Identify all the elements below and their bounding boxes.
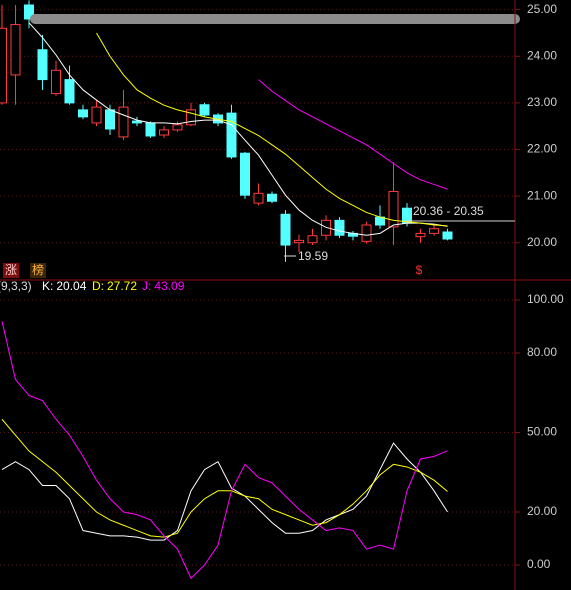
- line: [28, 22, 448, 236]
- y-tick-label: 25.00: [527, 2, 557, 16]
- candle-body: [118, 106, 129, 138]
- line: [258, 79, 448, 190]
- y-tick-label: 22.00: [527, 142, 557, 156]
- legend-entry: K: 20.04: [42, 279, 87, 293]
- badge-box[interactable]: [3, 263, 19, 278]
- legend-value: 20.04: [56, 279, 86, 293]
- price-annotation: 20.36 - 20.35: [413, 204, 484, 218]
- y-tick-label: 100.00: [527, 292, 564, 306]
- candle-body: [159, 129, 169, 136]
- y-tick-label: 20.00: [527, 235, 557, 249]
- legend-name: J:: [142, 279, 151, 293]
- y-tick-label: 50.00: [527, 425, 557, 439]
- candle-body: [78, 109, 88, 118]
- legend-value: 27.72: [107, 279, 137, 293]
- y-tick-label: 0.00: [527, 557, 551, 571]
- candle-body: [37, 49, 48, 81]
- candle-body: [172, 124, 183, 131]
- candle-body: [361, 224, 372, 242]
- y-tick-label: 20.00: [527, 504, 557, 518]
- candle-body: [186, 109, 196, 126]
- candle-body: [240, 152, 250, 196]
- badge[interactable]: 榜: [32, 262, 44, 277]
- candle-body: [145, 122, 156, 137]
- price-panel: [0, 0, 515, 262]
- legend-name: K:: [42, 279, 53, 293]
- candle-body: [294, 239, 304, 244]
- candle-body: [199, 104, 210, 116]
- candle-body: [105, 109, 115, 130]
- candle-body: [64, 79, 75, 104]
- candle-body: [0, 27, 7, 104]
- line: [1, 418, 448, 538]
- candle-body: [415, 232, 426, 238]
- candle-body: [442, 231, 453, 240]
- badge-box[interactable]: [30, 263, 46, 278]
- candle-body: [10, 24, 21, 76]
- y-tick-label: 21.00: [527, 188, 557, 202]
- candle-body: [307, 235, 318, 244]
- candle-body: [51, 69, 61, 95]
- candle-body: [334, 219, 345, 236]
- indicator-params: (9,3,3): [0, 279, 32, 293]
- y-tick-label: 24.00: [527, 48, 557, 62]
- candle-body: [226, 112, 237, 158]
- legend-entry: D: 27.72: [92, 279, 137, 293]
- legend-name: D:: [92, 279, 104, 293]
- candle-body: [253, 192, 264, 204]
- signal: $: [416, 263, 423, 277]
- candle-body: [280, 213, 291, 246]
- line: [96, 32, 448, 227]
- candle-body: [24, 4, 34, 20]
- low-annotation: 19.59: [298, 249, 328, 263]
- candle-body: [132, 120, 142, 124]
- candle-body: [429, 228, 439, 234]
- y-tick-label: 23.00: [527, 95, 557, 109]
- badge[interactable]: 涨: [5, 262, 17, 277]
- candle-body: [267, 193, 277, 202]
- legend-entry: J: 43.09: [142, 279, 185, 293]
- candle-body: [91, 106, 102, 124]
- legend-value: 43.09: [154, 279, 184, 293]
- candle-body: [388, 190, 399, 228]
- scrollbar[interactable]: [30, 14, 520, 24]
- line: [1, 321, 448, 580]
- kdj-panel: [0, 299, 515, 580]
- y-tick-label: 80.00: [527, 345, 557, 359]
- axes: 25.00 24.00 23.00 22.00 21.00 20.00 100.00 80.0…: [515, 2, 564, 571]
